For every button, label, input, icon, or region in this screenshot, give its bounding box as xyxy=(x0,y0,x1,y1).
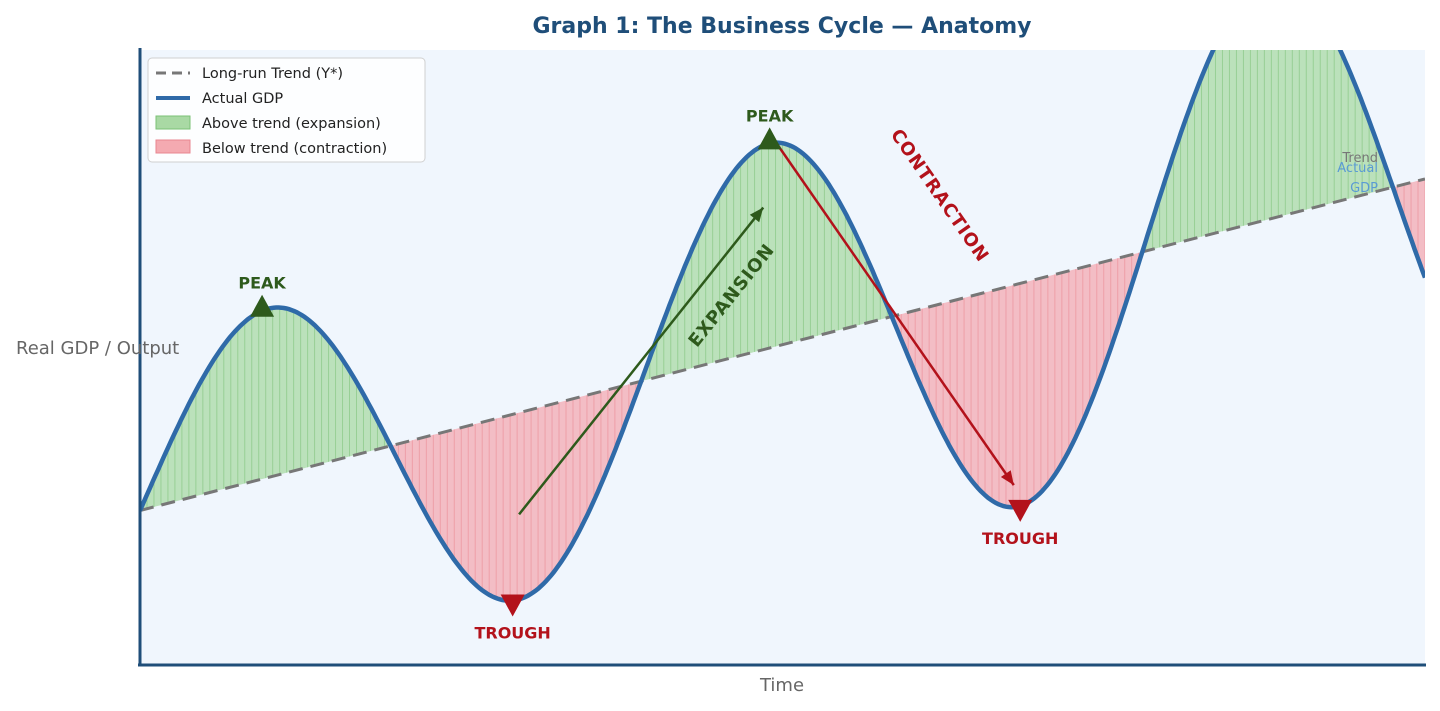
trough-label: TROUGH xyxy=(982,529,1058,548)
legend-box xyxy=(147,57,426,163)
actual-end-label: Actual GDP xyxy=(1337,161,1378,196)
legend-above-swatch xyxy=(155,115,191,130)
legend: Long-run Trend (Y*) Actual GDP Above tre… xyxy=(147,57,426,163)
trough-0: TROUGH xyxy=(474,594,551,643)
peak-marker xyxy=(757,127,782,150)
legend-below-label: Below trend (contraction) xyxy=(202,141,387,157)
trough-1: TROUGH xyxy=(982,499,1058,548)
contraction-arrow xyxy=(775,141,1015,486)
expansion-arrow xyxy=(518,206,765,516)
y-axis-label: Real GDP / Output xyxy=(16,338,179,359)
legend-actual-label: Actual GDP xyxy=(202,91,283,107)
x-axis-label: Time xyxy=(759,675,804,696)
trend-line xyxy=(140,177,1425,512)
peak-label: PEAK xyxy=(746,106,794,125)
peak-marker xyxy=(250,294,275,317)
contraction-arrowhead xyxy=(1000,470,1014,486)
end-labels: Trend Actual GDP xyxy=(1337,151,1378,196)
below-trend-fill xyxy=(891,251,1143,508)
trend-end-label: Trend xyxy=(1341,151,1378,166)
expansion-arrowhead xyxy=(749,207,764,223)
trough-label: TROUGH xyxy=(474,624,550,643)
legend-above-label: Above trend (expansion) xyxy=(202,116,381,132)
trough-marker xyxy=(500,594,525,617)
peak-label: PEAK xyxy=(238,274,286,293)
trough-marker xyxy=(1008,499,1033,522)
above-trend-fill xyxy=(641,142,892,382)
actual-gdp-line xyxy=(140,50,1425,603)
chart-title: Graph 1: The Business Cycle — Anatomy xyxy=(532,14,1031,39)
legend-below-swatch xyxy=(155,139,191,154)
above-trend-fill xyxy=(1142,50,1393,252)
peak-1: PEAK xyxy=(746,106,794,150)
legend-trend-label: Long-run Trend (Y*) xyxy=(202,66,343,82)
peak-0: PEAK xyxy=(238,274,286,317)
below-trend-fill xyxy=(390,381,642,601)
gap-hatching xyxy=(146,50,1425,601)
